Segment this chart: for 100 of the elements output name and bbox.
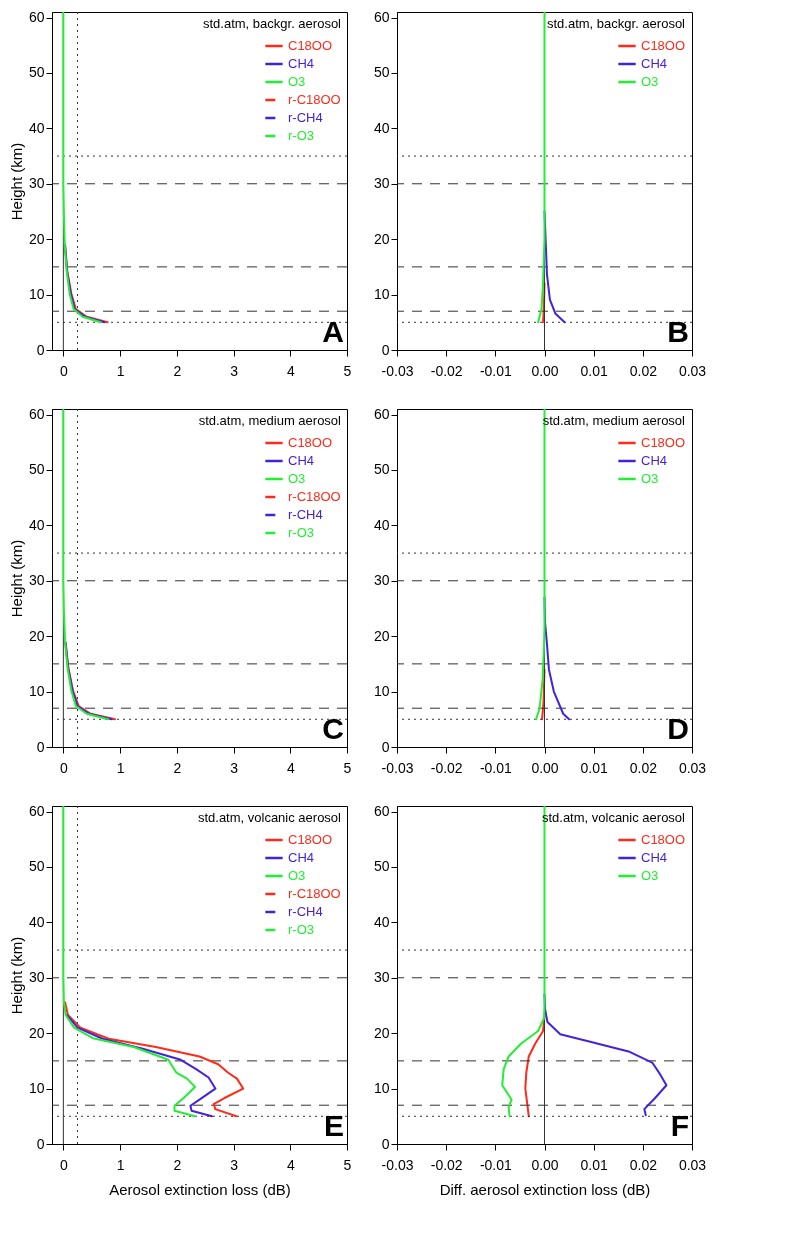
y-tick-label: 50 (28, 461, 45, 478)
x-tick-label: 0 (59, 1156, 68, 1173)
y-tick-label: 30 (28, 969, 45, 986)
x-axis-title: Diff. aerosol extinction loss (dB) (439, 1180, 651, 1198)
y-tick-label: 20 (373, 627, 390, 644)
y-tick-label: 30 (28, 175, 45, 192)
annotation: F (670, 1109, 689, 1142)
x-tick-label: 1 (116, 362, 125, 379)
y-axis-title: Height (km) (7, 142, 25, 221)
legend-label: r-O3 (288, 128, 314, 143)
x-tick-label: 0.03 (678, 759, 707, 776)
x-tick-label: 0.02 (629, 362, 658, 379)
y-tick-label: 50 (28, 64, 45, 81)
x-tick-label: -0.03 (381, 362, 414, 379)
legend-label: O3 (288, 471, 306, 486)
x-tick-label: -0.02 (430, 362, 463, 379)
legend-label: r-O3 (288, 525, 314, 540)
y-tick-label: 0 (36, 341, 45, 358)
x-tick-label: 5 (343, 759, 352, 776)
legend-label: r-CH4 (288, 110, 323, 125)
y-tick-label: 0 (36, 1135, 45, 1152)
y-tick-label: 60 (28, 803, 45, 820)
y-tick-label: 20 (373, 1024, 390, 1041)
y-tick-label: 30 (28, 572, 45, 589)
legend-label: O3 (641, 868, 659, 883)
legend-label: C18OO (288, 435, 333, 450)
x-tick-label: -0.02 (430, 759, 463, 776)
y-tick-label: 10 (28, 286, 45, 303)
x-tick-label: 5 (343, 1156, 352, 1173)
y-tick-label: 40 (373, 119, 390, 136)
legend-label: C18OO (641, 832, 686, 847)
legend-title: std.atm, backgr. aerosol (546, 16, 686, 31)
y-axis-title: Height (km) (7, 539, 25, 618)
legend-label: C18OO (641, 435, 686, 450)
y-tick-label: 60 (373, 406, 390, 423)
x-tick-label: 4 (286, 362, 295, 379)
y-tick-label: 20 (28, 230, 45, 247)
legend-label: r-C18OO (288, 489, 341, 504)
x-axis-title: Aerosol extinction loss (dB) (109, 1180, 291, 1198)
y-tick-label: 10 (373, 286, 390, 303)
x-tick-label: -0.01 (479, 1156, 512, 1173)
legend-label: CH4 (288, 56, 315, 71)
y-tick-label: 0 (381, 341, 390, 358)
y-tick-label: 10 (28, 1080, 45, 1097)
x-tick-label: -0.01 (479, 362, 512, 379)
y-tick-label: 0 (381, 1135, 390, 1152)
annotation: C (322, 712, 344, 745)
legend-label: C18OO (288, 38, 333, 53)
y-tick-label: 0 (381, 738, 390, 755)
y-tick-label: 40 (373, 516, 390, 533)
x-tick-label: 0.01 (580, 1156, 608, 1173)
x-tick-label: 0.00 (531, 1156, 559, 1173)
y-tick-label: 10 (28, 683, 45, 700)
legend-label: O3 (641, 74, 659, 89)
legend-label: CH4 (288, 453, 315, 468)
x-tick-label: 0.03 (678, 362, 707, 379)
annotation: D (667, 712, 689, 745)
x-tick-label: 1 (116, 759, 125, 776)
x-tick-label: 2 (173, 362, 182, 379)
legend-title: std.atm, backgr. aerosol (202, 16, 342, 31)
x-tick-label: -0.03 (381, 759, 414, 776)
legend-label: CH4 (641, 453, 668, 468)
x-tick-label: 4 (286, 1156, 295, 1173)
legend-label: r-CH4 (288, 904, 323, 919)
x-tick-label: 0.03 (678, 1156, 707, 1173)
x-tick-label: 2 (173, 759, 182, 776)
x-tick-label: 1 (116, 1156, 125, 1173)
x-tick-label: 0.00 (531, 759, 559, 776)
y-tick-label: 50 (28, 858, 45, 875)
x-tick-label: 3 (230, 362, 239, 379)
y-tick-label: 60 (28, 9, 45, 26)
y-tick-label: 50 (373, 858, 390, 875)
legend-label: O3 (288, 868, 306, 883)
y-tick-label: 40 (373, 913, 390, 930)
y-tick-label: 40 (28, 119, 45, 136)
legend-label: CH4 (288, 850, 315, 865)
legend-label: C18OO (641, 38, 686, 53)
x-tick-label: -0.02 (430, 1156, 463, 1173)
annotation: A (322, 315, 344, 348)
y-tick-label: 30 (373, 969, 390, 986)
x-tick-label: 0.00 (531, 362, 559, 379)
legend-label: r-C18OO (288, 92, 341, 107)
legend-label: CH4 (641, 850, 668, 865)
y-tick-label: 30 (373, 175, 390, 192)
y-tick-label: 20 (28, 627, 45, 644)
y-tick-label: 50 (373, 64, 390, 81)
y-tick-label: 10 (373, 683, 390, 700)
legend-title: std.atm, medium aerosol (198, 413, 342, 428)
legend-label: O3 (641, 471, 659, 486)
x-tick-label: 0 (59, 759, 68, 776)
y-tick-label: 60 (373, 803, 390, 820)
legend-label: CH4 (641, 56, 668, 71)
y-tick-label: 10 (373, 1080, 390, 1097)
y-tick-label: 30 (373, 572, 390, 589)
x-tick-label: 3 (230, 1156, 239, 1173)
legend-label: r-CH4 (288, 507, 323, 522)
y-tick-label: 0 (36, 738, 45, 755)
x-tick-label: 0.02 (629, 759, 658, 776)
x-tick-label: 0.01 (580, 362, 608, 379)
annotation: B (667, 315, 689, 348)
